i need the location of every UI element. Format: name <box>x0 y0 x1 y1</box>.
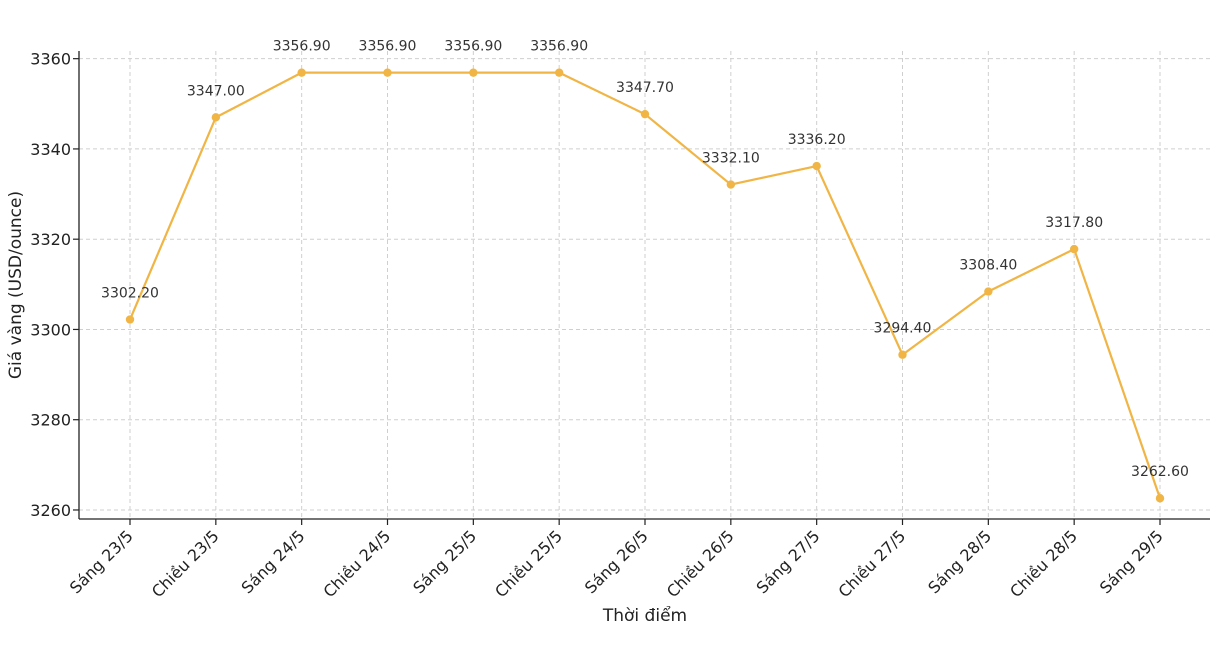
x-tick-label: Sáng 28/5 <box>924 526 995 597</box>
data-label: 3336.20 <box>788 132 846 148</box>
x-tick-label: Chiều 24/5 <box>320 526 395 601</box>
y-tick-label: 3360 <box>30 50 71 69</box>
data-label: 3356.90 <box>530 39 588 55</box>
x-tick-label: Chiều 28/5 <box>1006 526 1081 601</box>
y-tick-label: 3260 <box>30 501 71 520</box>
data-point <box>984 287 993 296</box>
data-labels: 3302.20 3347.00 3356.90 3356.90 3356.90 3356.… <box>101 39 1189 481</box>
data-point <box>640 109 650 119</box>
data-point <box>125 315 135 324</box>
x-tick-label: Chiều 26/5 <box>663 526 738 601</box>
x-tick-label: Sáng 26/5 <box>581 526 652 597</box>
y-tick-label: 3340 <box>30 140 71 159</box>
data-label: 3356.90 <box>359 39 417 55</box>
data-point <box>554 68 564 77</box>
data-label: 3332.10 <box>702 151 760 167</box>
data-point <box>383 68 392 77</box>
y-axis-title: Giá vàng (USD/ounce) <box>6 191 26 379</box>
x-tick-label: Sáng 29/5 <box>1096 526 1167 597</box>
grid <box>79 51 1210 519</box>
data-point <box>297 68 306 77</box>
data-point <box>898 350 907 359</box>
data-label: 3347.70 <box>616 80 674 96</box>
data-point <box>211 113 221 122</box>
data-label: 3356.90 <box>273 39 331 55</box>
data-label: 3302.20 <box>101 286 159 302</box>
series <box>125 68 1165 503</box>
x-axis-title: Thời điểm <box>602 605 687 626</box>
x-tick-label: Chiều 27/5 <box>835 526 910 601</box>
x-tick-label: Chiều 23/5 <box>148 526 223 601</box>
data-label: 3262.60 <box>1131 464 1189 480</box>
y-ticks: 3260 3280 3300 3320 3340 3360 <box>30 50 79 520</box>
data-point <box>726 180 736 189</box>
data-point <box>1155 494 1165 503</box>
x-tick-label: Sáng 23/5 <box>66 526 137 597</box>
data-label: 3356.90 <box>444 39 502 55</box>
data-label: 3294.40 <box>874 321 932 337</box>
y-tick-label: 3280 <box>30 411 71 430</box>
x-tick-label: Chiều 25/5 <box>491 526 566 601</box>
y-tick-label: 3300 <box>30 320 71 339</box>
data-point <box>469 68 478 77</box>
data-label: 3308.40 <box>959 258 1017 274</box>
data-point <box>1069 244 1079 254</box>
x-tick-label: Sáng 27/5 <box>753 526 824 597</box>
x-ticks: Sáng 23/5 Chiều 23/5 Sáng 24/5 Chiều 24/5 Sá… <box>66 519 1167 601</box>
y-tick-label: 3320 <box>30 230 71 249</box>
x-tick-label: Sáng 24/5 <box>238 526 309 597</box>
data-label: 3317.80 <box>1045 215 1103 231</box>
x-tick-label: Sáng 25/5 <box>409 526 480 597</box>
data-label: 3347.00 <box>187 83 245 99</box>
data-point <box>812 161 821 171</box>
